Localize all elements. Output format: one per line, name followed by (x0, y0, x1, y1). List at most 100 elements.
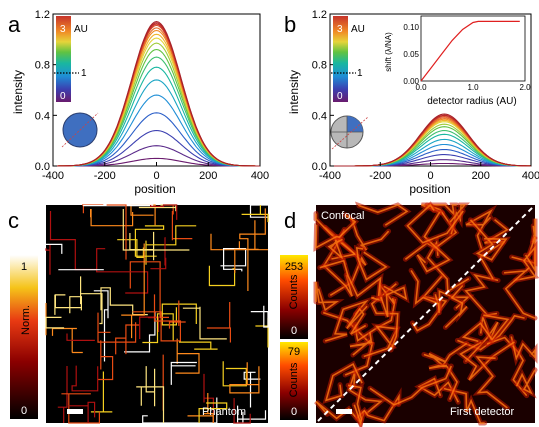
phantom-filament (122, 209, 190, 251)
phantom-filament (106, 204, 127, 260)
phantom-filament (233, 398, 251, 424)
phantom-filament (134, 225, 165, 257)
confocal-filament (319, 259, 382, 298)
panel-c-label: c (8, 208, 19, 233)
confocal-filament (347, 384, 363, 426)
phantom-filament (66, 333, 95, 341)
xtick-label-a: 0 (153, 170, 159, 182)
phantom-filament (136, 386, 165, 423)
inset-xtick-label: 0.0 (415, 83, 427, 92)
xtick-label-a: -400 (42, 170, 64, 182)
chart-b-colorbar (333, 16, 348, 102)
xtick-label-b: 400 (522, 170, 539, 182)
confocal-filament (315, 214, 357, 249)
confocal-filament (459, 341, 515, 381)
phantom-filament (150, 204, 178, 220)
confocal-filament (346, 305, 368, 335)
phantom-filament (117, 239, 144, 258)
scale-bar-d (336, 409, 352, 414)
confocal-label: Confocal (321, 210, 364, 222)
phantom-filament (229, 362, 260, 394)
phantom-filament (179, 341, 218, 350)
confocal-filament (465, 208, 493, 250)
confocal-filament (315, 281, 340, 312)
confocal-filament (428, 364, 459, 400)
first-detector-label: First detector (450, 406, 515, 418)
ytick-label-b: 0.0 (312, 161, 327, 173)
chart-b: -400 -200 0 200 400 0.0 0.4 0.8 1.2 position int… (287, 9, 539, 196)
phantom-filament (168, 300, 186, 329)
chart-b-colorbar-unit: AU (351, 24, 365, 35)
phantom-filament (121, 243, 145, 339)
inset-curve (420, 20, 520, 82)
panel-c: 1 0 Norm. Phantom (10, 204, 269, 424)
inset-background (419, 16, 527, 96)
confocal-filament (443, 387, 485, 424)
chart-a-xlabel: position (134, 182, 175, 196)
chart-b-colorbar-top: 3 (337, 24, 343, 35)
confocal-filament (315, 213, 357, 260)
colorbar-d2-label: Counts (288, 362, 300, 397)
confocal-filament (355, 247, 388, 281)
confocal-filament (404, 204, 458, 260)
phantom-filament (161, 303, 197, 326)
panel-a-label: a (8, 12, 21, 37)
confocal-filament (423, 342, 468, 367)
inset-xlabel: detector radius (AU) (427, 96, 516, 107)
phantom-filament (139, 316, 160, 339)
colorbar-c-bottom: 0 (21, 405, 27, 417)
colorbar-d2-bottom: 0 (291, 406, 297, 418)
confocal-filament (406, 203, 464, 244)
phantom-filament (98, 340, 114, 381)
colorbar-d2-top: 79 (288, 346, 300, 358)
chart-b-colorbar-mid: 1 (357, 68, 363, 79)
phantom-filament (249, 204, 268, 218)
chart-a-diagonal (61, 112, 99, 148)
curve-a-17 (53, 21, 260, 167)
ytick-label-a: 1.2 (35, 9, 50, 21)
phantom-filament (182, 306, 227, 340)
phantom-filament (145, 225, 197, 265)
colorbar-c-top: 1 (21, 261, 27, 273)
xtick-label-b: 200 (472, 170, 490, 182)
phantom-filament (46, 243, 63, 254)
phantom-filament (61, 393, 100, 424)
confocal-filament (515, 245, 537, 281)
phantom-filament (132, 294, 181, 342)
confocal-filament (356, 393, 400, 422)
colorbar-d1-bottom: 0 (291, 325, 297, 337)
phantom-filament (45, 244, 51, 275)
phantom-filament (206, 302, 231, 343)
colorbar-c (10, 255, 38, 419)
xtick-label-a: 200 (199, 170, 217, 182)
phantom-filament (220, 248, 247, 272)
phantom-filament (93, 290, 109, 362)
split-diagonal (317, 206, 534, 422)
xtick-label-b: 0 (427, 170, 433, 182)
confocal-filament (475, 356, 508, 409)
phantom-filament (171, 205, 193, 241)
curve-a-9 (53, 42, 260, 167)
ytick-label-a: 0.4 (35, 110, 50, 122)
confocal-filament (444, 284, 468, 328)
inset-ytick-label: 0.10 (403, 23, 419, 32)
ytick-label-b: 0.8 (312, 60, 327, 72)
inset-xtick-label: 2.0 (519, 83, 531, 92)
phantom-filament (198, 402, 228, 423)
colorbar-c-label: Norm. (20, 305, 32, 335)
chart-a-colorbar (56, 16, 71, 102)
detector-element-icon (347, 116, 363, 132)
phantom-filament (124, 311, 156, 353)
phantom-filament (115, 324, 140, 355)
colorbar-d-counts-1 (280, 255, 308, 339)
chart-a-colorbar-top: 3 (60, 24, 66, 35)
phantom-filament (150, 237, 167, 270)
confocal-filament (357, 204, 409, 226)
chart-a: -400 -200 0 200 400 0.0 0.4 0.8 1.2 position int… (11, 9, 269, 196)
phantom-filament (68, 401, 96, 423)
confocal-filament (461, 314, 510, 343)
confocal-filament (369, 365, 453, 406)
phantom-filament (142, 397, 218, 424)
ytick-label-a: 0.0 (35, 161, 50, 173)
